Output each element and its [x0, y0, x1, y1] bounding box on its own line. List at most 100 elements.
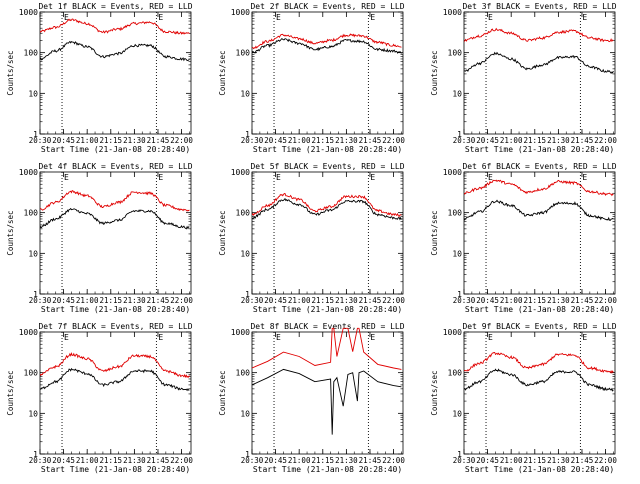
y-tick-label: 1000: [231, 8, 250, 17]
y-tick-label: 10: [240, 409, 250, 418]
x-tick-label: 21:30: [335, 456, 358, 465]
y-axis-label: Counts/sec: [430, 210, 439, 255]
x-tick-label: 21:00: [288, 456, 311, 465]
axes-frame: [251, 11, 404, 135]
y-tick-label: 1: [457, 290, 462, 299]
x-tick-label: 20:45: [52, 136, 75, 145]
x-tick-label: 21:45: [359, 136, 382, 145]
events-series-line: [40, 40, 190, 62]
y-tick-label: 100: [24, 209, 39, 218]
y-tick-label: 1: [245, 450, 250, 459]
chart-title: Det 6f BLACK = Events, RED = LLD: [462, 162, 616, 171]
y-tick-label: 10: [240, 249, 250, 258]
x-tick-label: 21:30: [123, 296, 146, 305]
chart-title: Det 2f BLACK = Events, RED = LLD: [250, 2, 404, 11]
chart-title: Det 5f BLACK = Events, RED = LLD: [250, 162, 404, 171]
y-tick-label: 1000: [19, 8, 38, 17]
chart-title: Det 7f BLACK = Events, RED = LLD: [38, 322, 192, 331]
chart-title: Det 9f BLACK = Events, RED = LLD: [462, 322, 616, 331]
y-tick-label: 1: [457, 130, 462, 139]
events-series-line: [464, 199, 614, 221]
x-tick-label: 20:30: [453, 456, 476, 465]
events-series-line: [252, 368, 402, 435]
x-tick-label: 21:30: [123, 136, 146, 145]
y-tick-label: 10: [28, 409, 38, 418]
eclipse-marker: E: [158, 173, 163, 182]
y-tick-label: 1000: [443, 8, 462, 17]
x-tick-label: 20:45: [52, 296, 75, 305]
eclipse-marker: E: [158, 13, 163, 22]
x-tick-label: 22:00: [382, 456, 405, 465]
y-tick-label: 10: [28, 89, 38, 98]
x-tick-label: 21:00: [500, 296, 523, 305]
y-tick-label: 100: [24, 369, 39, 378]
lld-series-line: [252, 327, 402, 370]
x-tick-label: 20:45: [476, 456, 499, 465]
x-tick-label: 20:45: [264, 456, 287, 465]
x-tick-label: 21:00: [76, 456, 99, 465]
x-axis-label: Start Time (21-Jan-08 20:28:40): [41, 145, 190, 154]
x-tick-label: 21:45: [571, 296, 594, 305]
x-axis-label: Start Time (21-Jan-08 20:28:40): [253, 145, 402, 154]
y-axis-label: Counts/sec: [218, 210, 227, 255]
x-tick-label: 20:30: [29, 456, 52, 465]
y-tick-label: 10: [452, 89, 462, 98]
y-tick-label: 100: [236, 209, 251, 218]
eclipse-marker: E: [158, 333, 163, 342]
x-tick-label: 20:30: [241, 136, 264, 145]
x-tick-label: 22:00: [594, 296, 617, 305]
eclipse-marker: E: [582, 333, 587, 342]
chart-panel-6: Det 6f BLACK = Events, RED = LLD 1 10 100 10…: [430, 162, 617, 314]
x-tick-label: 21:00: [500, 136, 523, 145]
y-tick-label: 100: [236, 49, 251, 58]
x-tick-label: 21:45: [359, 296, 382, 305]
x-tick-label: 22:00: [382, 136, 405, 145]
lld-series-line: [252, 33, 402, 50]
eclipse-marker: E: [64, 333, 69, 342]
y-tick-label: 100: [236, 369, 251, 378]
x-tick-label: 21:30: [123, 456, 146, 465]
y-tick-label: 1: [245, 130, 250, 139]
chart-panel-7: Det 7f BLACK = Events, RED = LLD 1 10 100 10…: [6, 322, 193, 474]
x-tick-label: 22:00: [170, 456, 193, 465]
eclipse-marker: E: [276, 173, 281, 182]
y-tick-label: 1: [33, 290, 38, 299]
axes-frame: [39, 171, 192, 295]
x-tick-label: 21:30: [547, 136, 570, 145]
y-tick-label: 10: [240, 89, 250, 98]
axes-frame: [39, 331, 192, 455]
y-axis-label: Counts/sec: [6, 50, 15, 95]
y-tick-label: 100: [448, 209, 463, 218]
x-axis-label: Start Time (21-Jan-08 20:28:40): [41, 305, 190, 314]
x-axis-label: Start Time (21-Jan-08 20:28:40): [465, 145, 614, 154]
eclipse-marker: E: [64, 173, 69, 182]
eclipse-marker: E: [370, 13, 375, 22]
x-axis-label: Start Time (21-Jan-08 20:28:40): [253, 465, 402, 474]
x-axis-label: Start Time (21-Jan-08 20:28:40): [465, 305, 614, 314]
y-tick-label: 10: [452, 249, 462, 258]
x-tick-label: 21:15: [99, 296, 122, 305]
x-tick-label: 21:15: [523, 296, 546, 305]
x-tick-label: 20:45: [52, 456, 75, 465]
eclipse-marker: E: [488, 333, 493, 342]
x-tick-label: 21:45: [359, 456, 382, 465]
y-tick-label: 1: [245, 290, 250, 299]
events-series-line: [40, 367, 190, 392]
y-axis-label: Counts/sec: [218, 50, 227, 95]
chart-panel-2: Det 2f BLACK = Events, RED = LLD 1 10 100 10…: [218, 2, 405, 154]
x-axis-label: Start Time (21-Jan-08 20:28:40): [465, 465, 614, 474]
eclipse-marker: E: [488, 173, 493, 182]
lld-series-line: [464, 179, 614, 197]
lld-series-line: [40, 18, 190, 35]
y-tick-label: 1000: [443, 328, 462, 337]
x-tick-label: 21:15: [99, 136, 122, 145]
x-tick-label: 21:30: [335, 296, 358, 305]
chart-title: Det 1f BLACK = Events, RED = LLD: [38, 2, 192, 11]
x-tick-label: 21:15: [523, 136, 546, 145]
eclipse-marker: E: [276, 13, 281, 22]
events-series-line: [40, 207, 190, 230]
y-tick-label: 1000: [19, 168, 38, 177]
lld-series-line: [252, 193, 402, 218]
eclipse-marker: E: [370, 173, 375, 182]
